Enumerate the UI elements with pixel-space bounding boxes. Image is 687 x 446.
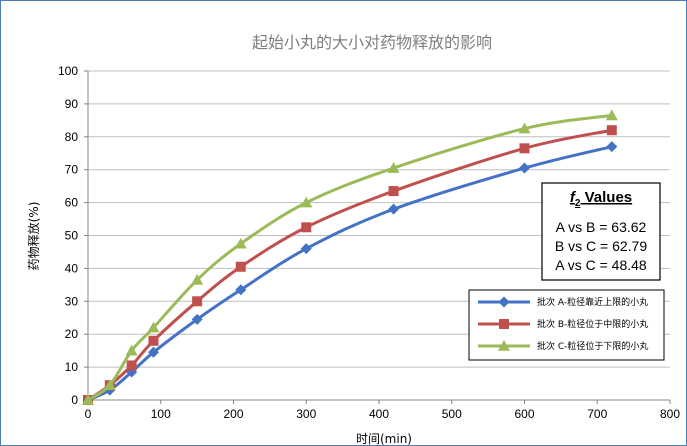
f2-line-ab: A vs B = 63.62 xyxy=(556,219,647,235)
x-tick-label: 700 xyxy=(587,407,607,421)
series-a xyxy=(82,141,618,406)
data-point xyxy=(388,203,400,215)
f2-title-sub: 2 xyxy=(575,198,581,209)
y-tick-label: 40 xyxy=(65,261,79,275)
y-tick-label: 30 xyxy=(65,294,79,308)
data-point xyxy=(103,379,116,390)
f2-title: f2 Values xyxy=(570,189,632,209)
f2-line-bc: B vs C = 62.79 xyxy=(555,238,647,254)
y-tick-label: 60 xyxy=(65,196,79,210)
y-tick-label: 50 xyxy=(65,229,79,243)
data-point xyxy=(191,273,204,285)
f2-values-box: f2 Values A vs B = 63.62 B vs C = 62.79 … xyxy=(541,182,661,281)
x-tick-label: 100 xyxy=(151,407,171,421)
y-axis-label: 药物释放(%) xyxy=(26,202,41,271)
y-tick-labels: 0 10 20 30 40 50 60 70 80 90 100 xyxy=(58,64,78,407)
data-point xyxy=(605,109,618,121)
x-tick-label: 300 xyxy=(296,407,316,421)
data-point xyxy=(235,261,246,272)
x-tick-label: 200 xyxy=(223,407,243,421)
legend-label: 批次 C-粒径位于下限的小丸 xyxy=(537,340,648,352)
y-tick-label: 0 xyxy=(71,393,78,407)
axes xyxy=(84,70,671,404)
data-point xyxy=(388,186,399,197)
f2-box-border xyxy=(541,182,661,281)
data-point xyxy=(519,162,530,174)
data-point xyxy=(300,196,313,208)
legend-swatch-marker xyxy=(498,296,510,308)
data-point xyxy=(148,335,159,346)
data-point xyxy=(126,360,137,371)
data-point xyxy=(147,321,160,333)
data-point xyxy=(147,346,159,358)
y-tick-label: 70 xyxy=(65,163,79,177)
data-point xyxy=(235,284,247,296)
legend-item: 批次 A-粒径靠近上限的小丸 xyxy=(478,296,648,308)
data-point xyxy=(606,125,617,136)
y-tick-label: 100 xyxy=(58,64,78,78)
data-point xyxy=(606,141,618,153)
series-b xyxy=(83,125,617,405)
data-point xyxy=(519,143,530,154)
f2-title-suffix: Values xyxy=(580,189,632,206)
data-point xyxy=(234,237,247,249)
x-tick-labels: 0 100 200 300 400 500 600 700 800 xyxy=(85,407,681,421)
data-point xyxy=(82,394,94,405)
y-tick-label: 80 xyxy=(65,130,79,144)
y-tick-label: 90 xyxy=(65,97,79,111)
f2-title-main: f xyxy=(570,189,577,206)
f2-line-ac: A vs C = 48.48 xyxy=(555,257,647,273)
x-tick-label: 0 xyxy=(85,407,92,421)
chart-title: 起始小丸的大小对药物释放的影响 xyxy=(252,33,492,52)
legend-label: 批次 B-粒径位于中限的小丸 xyxy=(537,318,648,330)
x-axis-label: 时间(min) xyxy=(356,432,412,446)
legend-item: 批次 B-粒径位于中限的小丸 xyxy=(478,318,648,330)
data-point xyxy=(518,122,531,134)
data-point xyxy=(300,243,312,255)
x-tick-label: 800 xyxy=(660,407,680,421)
legend-swatch-marker xyxy=(499,319,509,329)
legend-item: 批次 C-粒径位于下限的小丸 xyxy=(478,340,648,352)
legend-label: 批次 A-粒径靠近上限的小丸 xyxy=(537,296,648,308)
series-group xyxy=(82,109,618,406)
y-tick-label: 10 xyxy=(65,360,79,374)
data-point xyxy=(192,296,203,307)
x-tick-label: 500 xyxy=(442,407,462,421)
data-point xyxy=(125,344,138,356)
x-tick-label: 400 xyxy=(369,407,389,421)
legend-swatch-marker xyxy=(498,340,510,351)
x-tick-label: 600 xyxy=(514,407,534,421)
series-c xyxy=(82,109,618,405)
data-point xyxy=(301,222,312,233)
y-tick-label: 20 xyxy=(65,327,79,341)
data-point xyxy=(387,162,400,173)
data-point xyxy=(191,313,203,325)
